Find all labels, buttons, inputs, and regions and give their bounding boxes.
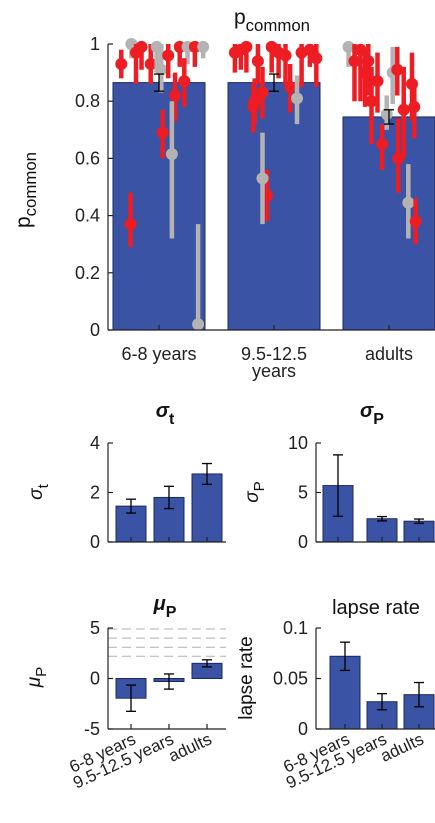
y-axis-label: pcommon [12,152,40,228]
y-tick-label: 0 [90,532,100,552]
x-tick-label: adults [365,344,413,364]
data-point [409,215,422,228]
chart-title: lapse rate [332,597,420,619]
data-point [291,92,303,105]
y-tick-label: 0 [298,532,308,552]
errorbar-sigma_t-2 [202,462,212,485]
x-tick-label: adults [166,729,215,765]
data-point [284,80,297,93]
data-point [165,148,178,161]
data-point [155,63,168,76]
y-tick-label: 0 [90,669,100,689]
x-tick-label: 6-8 years [121,344,196,364]
errorbar-sigma_p-2 [414,518,424,525]
y-tick-label: 10 [288,433,308,453]
errorbar-sigma_p-1 [377,515,387,522]
data-point [392,152,405,165]
y-tick-label: 4 [90,433,100,453]
y-axis-label: μP [24,667,50,689]
data-point [169,89,182,102]
y-tick-label: 0.6 [75,148,100,168]
data-point [162,49,175,62]
data-point [115,58,128,71]
y-tick-label: 0.4 [75,206,100,226]
y-tick-label: 2 [90,483,100,503]
y-tick-label: 5 [298,483,308,503]
errorbar-mu_p-1 [164,673,174,690]
chart-sigma_t: 0 2 4 σt σt [26,400,226,552]
x-tick-label: adults [378,729,427,765]
data-point [240,40,253,53]
chart-title: σt [156,400,175,428]
chart-title: pcommon [234,6,310,35]
errorbar-sigma_t-0 [126,498,136,514]
bar-pcommon-1 [227,82,321,331]
y-tick-label: 0 [90,320,100,340]
data-point [348,55,361,68]
errorbar-sigma_t-1 [164,485,174,510]
data-point [279,49,292,62]
y-tick-label: 0.1 [283,618,308,638]
data-point [197,40,210,53]
y-tick-label: 0 [298,719,308,739]
y-tick-label: 0.2 [75,263,100,283]
y-tick-label: 1 [90,34,100,54]
data-point [248,95,261,108]
chart-title: σP [360,400,384,428]
data-point [380,108,393,121]
data-point [342,40,355,53]
errorbar-pcommon-2 [384,109,394,125]
y-axis-label: σP [242,481,268,503]
y-tick-label: 5 [90,618,100,638]
chart-sigma_p: 0 5 10 σP σP [242,400,435,552]
errorbar-lapse-0 [340,641,350,672]
data-point [178,75,191,88]
data-point [156,126,169,139]
data-point [310,52,323,65]
errorbar-mu_p-0 [126,684,136,712]
data-point [188,40,201,53]
chart-title: μP [153,593,177,621]
data-point [371,75,384,88]
bar-pcommon-0 [112,82,206,331]
data-point [192,318,205,331]
data-point [256,86,269,99]
y-tick-label: -5 [84,719,100,739]
errorbar-pcommon-0 [154,73,164,92]
x-tick-label: 9.5-12.5 [241,344,307,364]
errorbar-lapse-1 [377,693,387,711]
errorbar-lapse-2 [414,681,424,708]
errorbar-mu_p-2 [202,659,212,668]
data-point [397,103,410,116]
data-point [402,196,415,209]
data-point [408,100,421,113]
data-point [376,138,389,151]
data-point [124,218,137,231]
errorbar-sigma_p-0 [333,454,343,517]
data-point [135,40,148,53]
errorbar-pcommon-1 [269,73,279,92]
data-point [303,43,316,56]
data-point [365,95,378,108]
y-tick-label: 0.8 [75,91,100,111]
data-point [362,55,375,68]
y-axis-label: lapse rate [236,636,257,719]
data-point [251,55,264,68]
y-tick-label: 0.05 [273,669,308,689]
y-axis-label: σt [26,483,52,499]
data-point [391,63,404,76]
chart-pcommon: 0 0.2 0.4 0.6 0.8 1 pcommon pcommon 6-8 years 9.5… [12,6,435,381]
data-point [256,172,269,185]
data-point [144,58,157,71]
x-tick-label-line2: years [252,361,296,381]
